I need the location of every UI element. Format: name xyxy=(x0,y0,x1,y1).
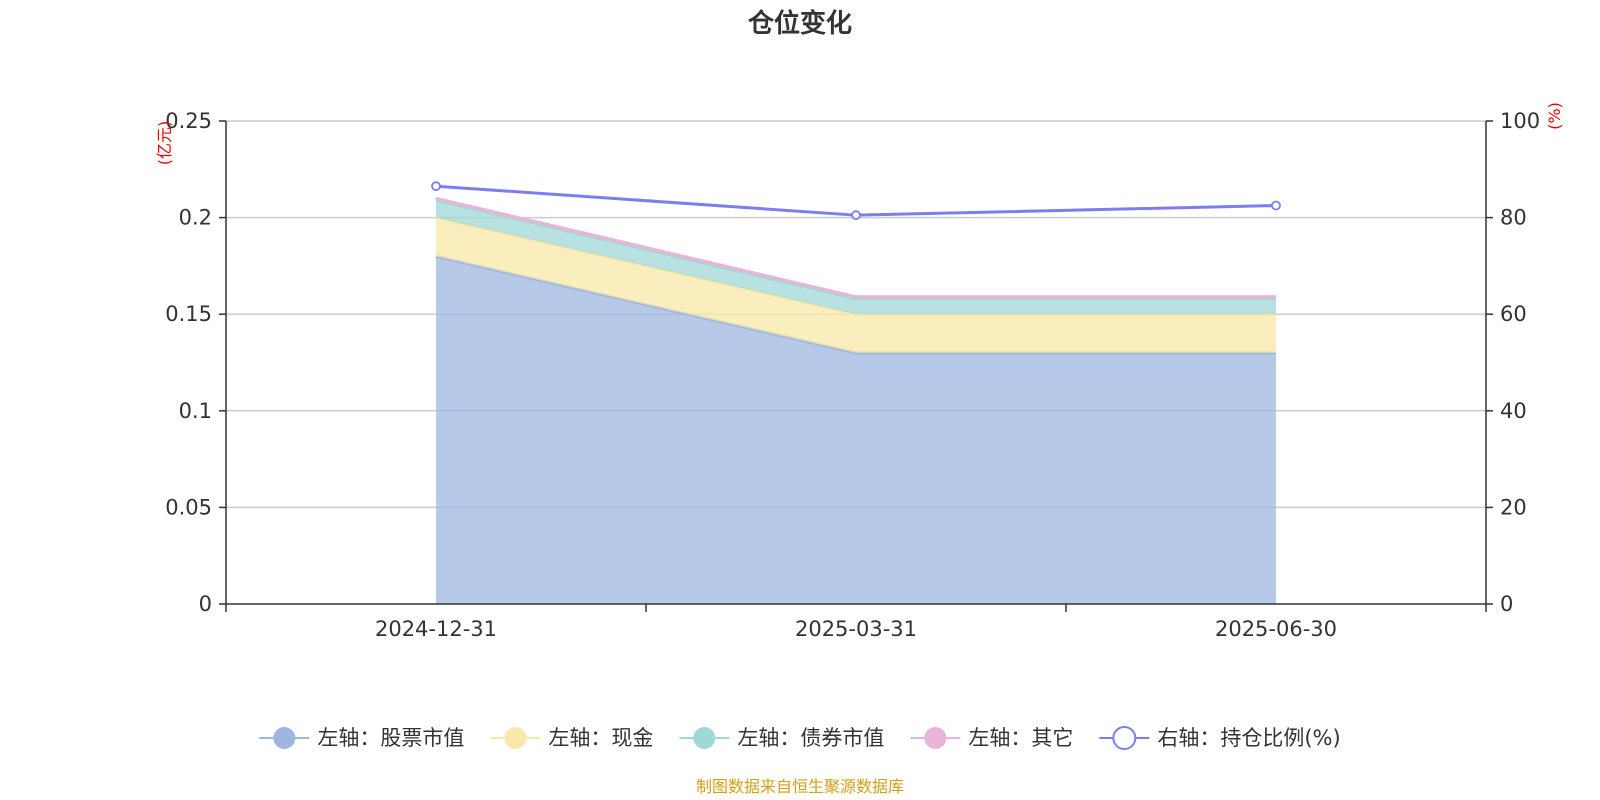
right-axis-tick-label: 40 xyxy=(1500,399,1527,423)
axes: 0 0.05 0.1 0.15 0.2 0.25 0 20 40 60 80 100 2024-12-3… xyxy=(165,109,1540,641)
left-axis-tick-label: 0.05 xyxy=(165,495,212,519)
legend-label: 左轴：其它 xyxy=(968,726,1073,750)
left-axis-tick-label: 0.1 xyxy=(179,399,212,423)
right-axis-tick-label: 60 xyxy=(1500,302,1527,326)
left-axis-tick-label: 0.15 xyxy=(165,302,212,326)
legend-item: 左轴：现金 xyxy=(490,726,653,750)
left-axis-tick-label: 0 xyxy=(199,592,212,616)
legend-marker xyxy=(504,727,527,749)
line-point xyxy=(431,181,441,192)
legend-label: 左轴：债券市值 xyxy=(737,726,884,750)
area-左轴：债券市值 xyxy=(436,200,1276,315)
x-axis-tick-label: 2024-12-31 xyxy=(375,617,497,641)
legend-marker xyxy=(924,727,947,749)
x-axis-tick-label: 2025-06-30 xyxy=(1215,617,1337,641)
right-axis-unit: (%) xyxy=(1545,102,1564,130)
right-axis-tick-label: 0 xyxy=(1500,592,1513,616)
left-axis-tick-label: 0.2 xyxy=(179,206,212,230)
legend-item: 左轴：股票市值 xyxy=(259,726,464,750)
x-axis-tick-label: 2025-03-31 xyxy=(795,617,917,641)
line-series xyxy=(431,181,1281,221)
legend-label: 左轴：股票市值 xyxy=(317,726,464,750)
legend-label: 左轴：现金 xyxy=(548,726,653,750)
area-edge-左轴：其它 xyxy=(435,196,1276,299)
legend-item: 右轴：持仓比例(%) xyxy=(1099,726,1341,750)
legend-marker xyxy=(273,727,296,749)
chart-title: 仓位变化 xyxy=(747,8,852,39)
area-左轴：现金 xyxy=(436,217,1276,353)
area-series xyxy=(435,196,1276,604)
right-axis-tick-label: 20 xyxy=(1500,495,1527,519)
line-point xyxy=(851,210,861,221)
area-左轴：股票市值 xyxy=(436,256,1276,604)
legend-item: 左轴：其它 xyxy=(910,726,1073,750)
legend-item: 左轴：债券市值 xyxy=(679,726,884,750)
left-axis-unit: (亿元) xyxy=(155,121,174,166)
right-axis-tick-label: 80 xyxy=(1500,206,1527,230)
legend-marker xyxy=(693,727,716,749)
source-note: 制图数据来自恒生聚源数据库 xyxy=(696,777,904,796)
legend: 左轴：股票市值 左轴：现金 左轴：债券市值 左轴：其它 右轴：持仓比例(%) xyxy=(259,726,1341,750)
line-point xyxy=(1271,200,1281,211)
legend-label: 右轴：持仓比例(%) xyxy=(1157,726,1340,750)
left-axis-tick-label: 0.25 xyxy=(165,109,212,133)
right-axis-tick-label: 100 xyxy=(1500,109,1540,133)
legend-marker xyxy=(1112,726,1137,750)
